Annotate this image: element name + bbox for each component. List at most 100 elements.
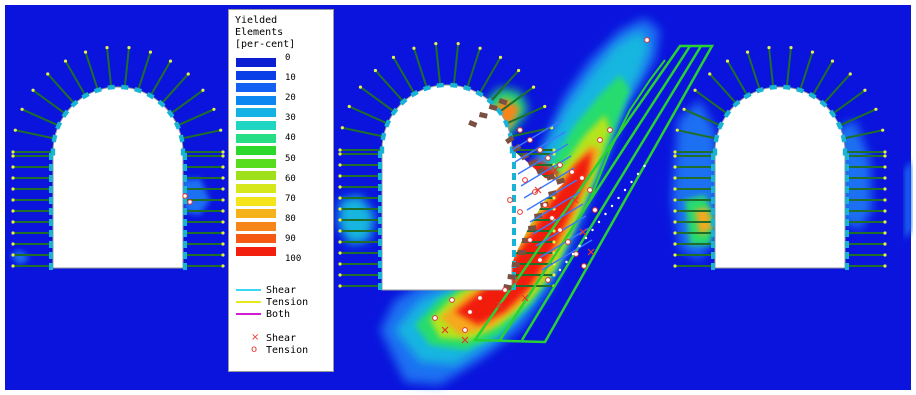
tension-marker (527, 237, 533, 243)
liner-segment (755, 87, 764, 94)
rock-bolt-damaged (532, 203, 584, 235)
shear-marker (521, 294, 529, 302)
bolt-tip (883, 209, 887, 213)
bolt-tip (883, 253, 887, 257)
liner-segment (845, 252, 849, 259)
liner-segment (732, 99, 741, 108)
liner-segment (711, 241, 715, 248)
rock-bolt (434, 43, 442, 86)
yield-dot (636, 172, 640, 176)
liner-segment (808, 92, 817, 100)
liner-segment (178, 134, 185, 143)
bolt-tip (221, 220, 225, 224)
liner-segment (49, 186, 53, 193)
bolt-tip (358, 85, 363, 89)
tension-marker (565, 239, 571, 245)
liner-block (548, 190, 557, 197)
rock-bolts (11, 41, 887, 288)
tunnel-opening (381, 84, 513, 291)
rock-bolt (149, 60, 172, 97)
rock-bolt (510, 126, 552, 138)
liner-segment (410, 90, 419, 98)
shear-marker (551, 166, 559, 174)
liner-segment (49, 252, 53, 259)
legend-swatch (236, 234, 276, 244)
liner-segment (390, 107, 399, 116)
tunnel-liners (49, 82, 849, 290)
bolt-tip (11, 220, 15, 224)
rock-bolt (392, 56, 416, 95)
bolt-tip (848, 72, 852, 76)
bolt-tip (338, 251, 342, 255)
rock-bolt (412, 47, 428, 89)
liner-segment (711, 175, 715, 182)
tension-marker (507, 197, 513, 203)
liner-segment (713, 134, 720, 143)
tension-marker (581, 263, 587, 269)
legend-line-swatch (236, 313, 261, 315)
bolt-tip (874, 107, 878, 111)
liner-segment (157, 99, 166, 108)
legend-swatch (236, 196, 276, 206)
yield-dot (597, 220, 601, 224)
bolt-tip (338, 148, 342, 152)
liner-segment (845, 263, 849, 270)
rock-bolt (137, 51, 152, 91)
bolt-tip (221, 242, 225, 246)
liner-segment (378, 173, 382, 180)
liner-segment (50, 148, 56, 156)
legend-line-label: Shear (266, 285, 297, 296)
tension-marker (527, 137, 533, 143)
rock-bolt-damaged (511, 119, 563, 151)
rock-bolt (348, 105, 389, 125)
liner-segment (183, 219, 187, 226)
liner-segment (512, 184, 516, 191)
liner-segment (711, 186, 715, 193)
rock-bolt (811, 60, 834, 97)
liner-segment (475, 90, 484, 98)
liner-segment (70, 99, 79, 108)
liner-segment (512, 250, 516, 257)
liner-block (498, 98, 508, 106)
liner-segment (49, 263, 53, 270)
bolt-tip (883, 187, 887, 191)
bolt-tip (434, 41, 438, 46)
bolt-tip (881, 128, 885, 132)
rock-bolt (677, 129, 717, 140)
liner-segment (512, 239, 516, 246)
tension-marker (579, 175, 585, 181)
shear-marker (461, 336, 469, 344)
liner-block (507, 274, 516, 280)
liner-segment (107, 84, 115, 90)
tension-marker (522, 177, 528, 183)
tunnel-opening (714, 86, 846, 269)
bolt-tip (219, 128, 223, 132)
legend: Yielded Elements [per-cent] 0 10 20 30 40 50 6… (228, 9, 334, 372)
liner-segment (845, 164, 849, 171)
liner-segment (512, 217, 516, 224)
liner-segment (81, 92, 90, 100)
liner-segment (796, 87, 805, 94)
bolt-tip (11, 165, 15, 169)
rock-bolt (478, 56, 502, 95)
liner-segment (134, 87, 143, 94)
tension-marker (532, 189, 538, 195)
liner-segment (378, 151, 382, 158)
bolt-tip (883, 220, 887, 224)
tension-marker (644, 37, 650, 43)
shear-marker (496, 301, 504, 309)
legend-tick-label: 70 (285, 193, 296, 204)
fault-line (589, 59, 666, 201)
tension-marker (542, 202, 548, 208)
yield-dot (630, 180, 633, 184)
rock-bolt-damaged (517, 143, 569, 175)
yield-dot (558, 268, 562, 272)
yield-dot (617, 196, 620, 200)
bolt-tip (883, 231, 887, 235)
liner-segment (49, 219, 53, 226)
liner-block (536, 166, 546, 175)
tension-marker (537, 147, 543, 153)
liner-segment (512, 206, 516, 213)
bolt-tip (673, 150, 677, 154)
liner-segment (378, 162, 382, 169)
